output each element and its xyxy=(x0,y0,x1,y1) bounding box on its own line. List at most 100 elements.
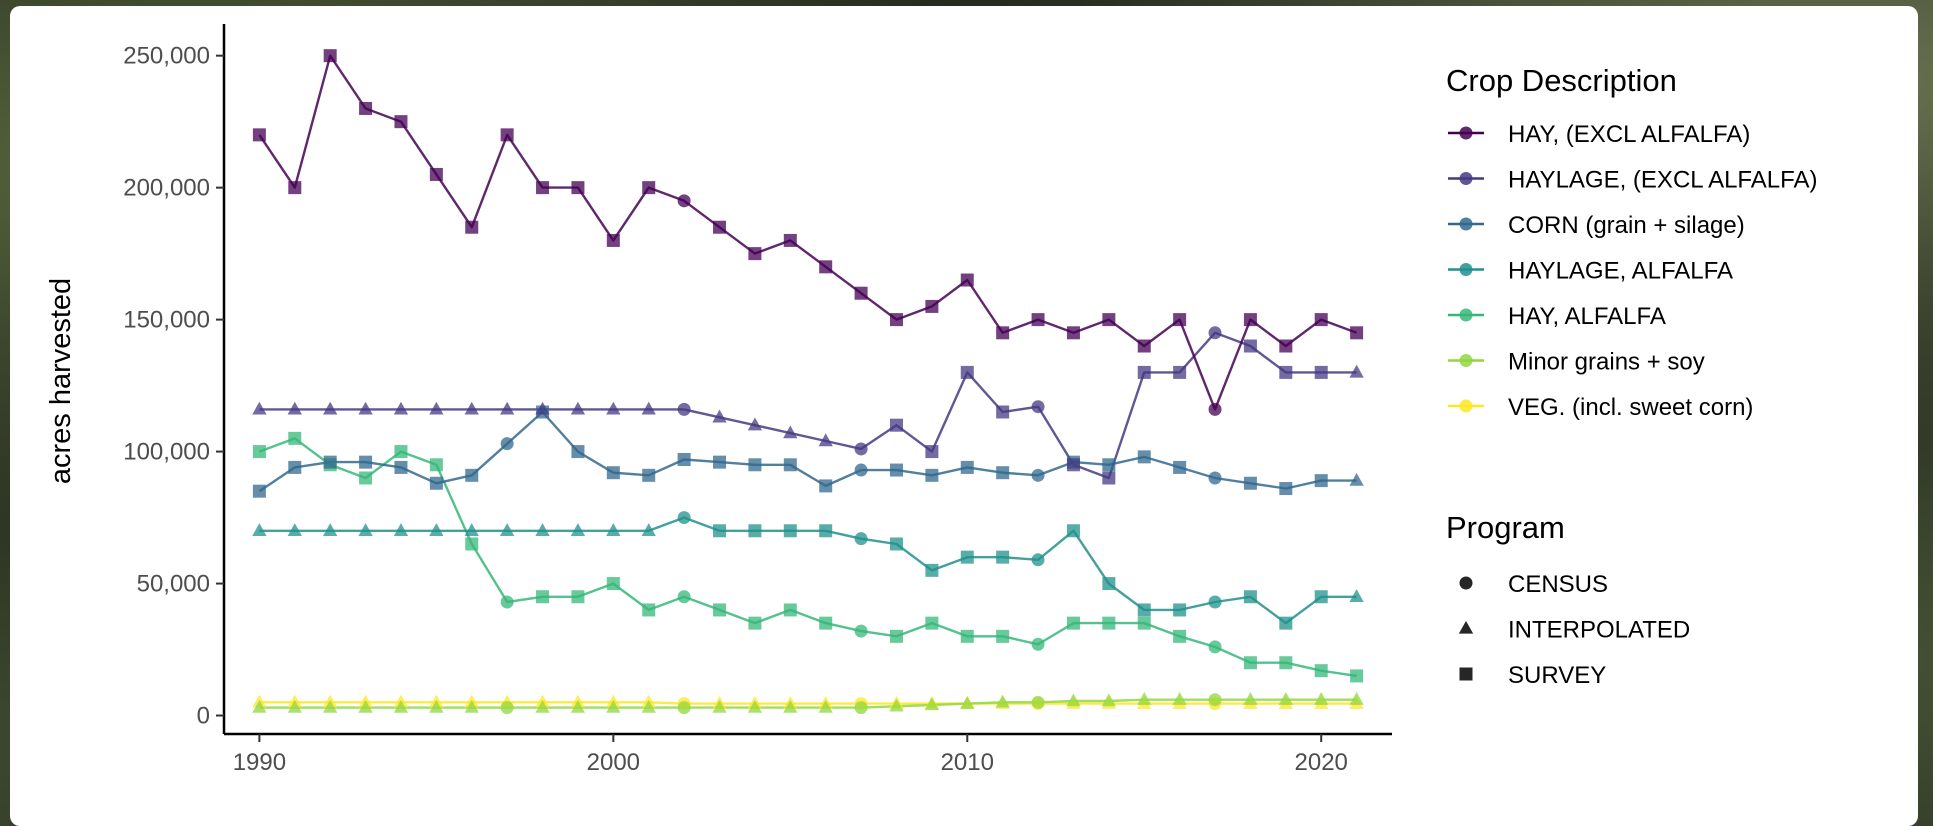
data-point xyxy=(500,701,514,715)
data-point xyxy=(1066,458,1080,472)
data-point xyxy=(570,699,586,713)
data-point xyxy=(854,286,868,300)
data-point xyxy=(925,468,939,482)
legend: Crop Description HAY, (EXCL ALFALFA) HAYL… xyxy=(1446,63,1817,689)
data-point xyxy=(1243,339,1257,353)
data-point xyxy=(323,401,338,415)
data-point xyxy=(924,697,940,711)
data-point xyxy=(713,524,727,538)
data-point xyxy=(571,181,585,195)
data-point xyxy=(323,455,337,469)
data-point xyxy=(748,616,762,630)
y-axis-ticks: 0 50,000 100,000 150,000 200,000 250,000 xyxy=(123,43,224,730)
data-point xyxy=(252,445,266,459)
data-point xyxy=(960,629,974,643)
data-point xyxy=(500,437,514,451)
legend-key-marker xyxy=(1459,263,1473,276)
data-point xyxy=(1208,595,1222,609)
data-point xyxy=(1066,326,1080,340)
legend-color-items: HAY, (EXCL ALFALFA) HAYLAGE, (EXCL ALFALF… xyxy=(1448,121,1817,421)
data-point xyxy=(1314,590,1328,604)
data-point xyxy=(570,401,586,415)
data-point xyxy=(783,233,797,247)
data-point xyxy=(252,699,267,713)
data-point xyxy=(1172,692,1187,705)
series-line xyxy=(259,701,1357,705)
data-point xyxy=(1031,695,1045,709)
data-point xyxy=(1314,692,1329,705)
data-point xyxy=(535,699,550,713)
legend-label: VEG. (incl. sweet corn) xyxy=(1508,394,1753,421)
data-point xyxy=(819,260,833,274)
y-tick-label: 50,000 xyxy=(137,571,210,598)
data-point xyxy=(1066,616,1080,630)
data-point xyxy=(500,128,514,142)
data-point xyxy=(748,247,762,261)
legend-key-marker xyxy=(1459,217,1473,231)
series-line xyxy=(259,331,1357,480)
data-point xyxy=(1173,365,1187,379)
data-point xyxy=(535,401,550,415)
data-point xyxy=(606,233,620,247)
data-point xyxy=(1173,313,1187,327)
data-point xyxy=(641,401,656,415)
data-point xyxy=(854,463,868,477)
legend-label: HAYLAGE, ALFALFA xyxy=(1508,258,1733,285)
data-point xyxy=(536,181,550,195)
x-tick-label: 2020 xyxy=(1295,749,1348,776)
data-point xyxy=(783,699,798,713)
data-point xyxy=(960,365,974,379)
data-point xyxy=(429,699,444,713)
data-point xyxy=(606,699,621,713)
data-point xyxy=(536,590,550,604)
data-point xyxy=(960,460,974,474)
data-point xyxy=(996,405,1010,419)
data-point xyxy=(642,603,656,617)
data-point xyxy=(1349,589,1364,602)
series-points xyxy=(252,49,1364,715)
data-point xyxy=(394,115,408,129)
data-point xyxy=(996,629,1010,643)
data-point xyxy=(1314,664,1328,678)
data-point xyxy=(1208,471,1222,485)
legend-label: CORN (grain + silage) xyxy=(1508,212,1745,239)
data-point xyxy=(1102,313,1116,327)
data-point xyxy=(1173,629,1187,643)
data-point xyxy=(1279,656,1293,670)
data-point xyxy=(854,624,868,638)
data-point xyxy=(464,523,479,536)
data-point xyxy=(429,476,443,490)
data-point xyxy=(252,401,267,415)
data-point xyxy=(1137,339,1151,353)
data-point xyxy=(323,49,337,63)
data-point xyxy=(358,523,373,536)
data-point xyxy=(465,537,479,551)
legend-label: CENSUS xyxy=(1508,571,1608,598)
data-point xyxy=(1102,577,1116,591)
data-point xyxy=(641,699,656,713)
data-point xyxy=(1031,468,1045,482)
series-line xyxy=(259,516,1357,625)
data-point xyxy=(500,401,515,415)
data-point xyxy=(1243,590,1257,604)
data-point xyxy=(359,101,373,115)
data-point xyxy=(677,453,691,467)
legend-label: Minor grains + soy xyxy=(1508,349,1705,376)
data-point xyxy=(889,418,903,432)
data-point xyxy=(1279,365,1293,379)
data-point xyxy=(1137,450,1151,464)
data-point xyxy=(500,523,515,536)
data-point xyxy=(1350,326,1364,340)
data-point xyxy=(288,181,302,195)
data-point xyxy=(677,511,691,525)
legend-key-marker xyxy=(1459,308,1473,322)
data-point xyxy=(747,699,763,713)
data-point xyxy=(1137,692,1152,705)
data-point xyxy=(1279,616,1293,630)
data-point xyxy=(1031,637,1045,651)
data-point xyxy=(1279,339,1293,353)
data-point xyxy=(1208,693,1222,707)
data-point xyxy=(1137,365,1151,379)
data-point xyxy=(606,401,621,415)
data-point xyxy=(535,523,550,536)
